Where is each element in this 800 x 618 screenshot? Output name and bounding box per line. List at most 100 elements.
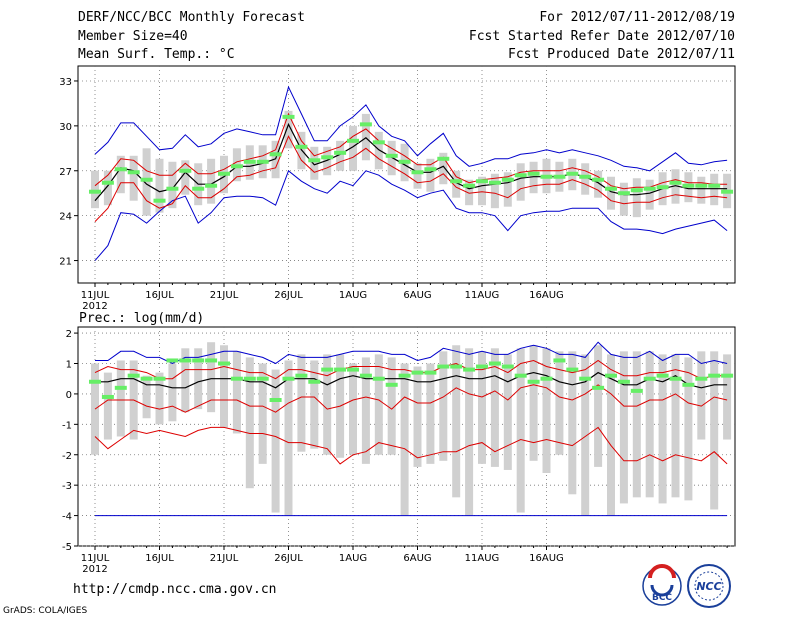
- ensemble-box: [271, 140, 280, 179]
- ensemble-box: [594, 170, 603, 198]
- ensemble-box: [284, 360, 293, 516]
- y-tick-label: 27: [59, 167, 72, 178]
- median-marker: [269, 398, 282, 402]
- ensemble-box: [478, 176, 486, 206]
- median-marker: [269, 152, 282, 157]
- y-tick-label: 21: [59, 257, 72, 268]
- median-marker: [282, 376, 295, 381]
- median-marker: [721, 373, 734, 378]
- lower-percentile-line: [94, 384, 728, 413]
- source-url[interactable]: http://cmdp.ncc.cma.gov.cn: [73, 582, 277, 597]
- median-marker: [256, 159, 269, 164]
- ensemble-box: [310, 146, 319, 180]
- ensemble-box: [684, 357, 693, 501]
- ensemble-box: [374, 354, 383, 455]
- lower-percentile-line: [94, 135, 728, 222]
- median-marker: [308, 379, 321, 384]
- median-marker: [385, 382, 398, 387]
- ensemble-box: [129, 155, 138, 201]
- median-marker: [450, 179, 463, 184]
- median-marker: [605, 373, 617, 378]
- temperature-panel: 21 24 27 30 33 11JUL 16JUL 21JUL 26JUL 1AUG 6AUG 11…: [59, 65, 736, 312]
- x-tick-label: 1AUG: [339, 290, 367, 301]
- ensemble-box: [116, 155, 125, 194]
- ensemble-box: [168, 161, 177, 209]
- ensemble-box: [271, 369, 280, 513]
- median-marker: [372, 376, 385, 381]
- median-marker: [140, 376, 153, 381]
- ensemble-box: [207, 342, 216, 413]
- ensemble-box: [516, 348, 525, 513]
- ensemble-box: [645, 179, 654, 210]
- x-tick-label: 26JUL: [274, 290, 303, 301]
- y-tick-label: 2: [66, 329, 72, 340]
- produced-date: Fcst Produced Date 2012/07/11: [508, 47, 735, 62]
- median-marker: [592, 177, 605, 182]
- median-marker: [669, 180, 682, 185]
- median-marker: [282, 114, 295, 119]
- median-marker: [179, 358, 192, 363]
- median-marker: [230, 164, 243, 169]
- ncc-logo: NCC: [687, 564, 731, 608]
- ensemble-box: [413, 163, 422, 189]
- ensemble-box: [568, 351, 577, 495]
- median-marker: [308, 158, 321, 163]
- ensemble-box: [452, 345, 461, 498]
- median-marker: [463, 367, 476, 372]
- median-marker: [347, 138, 359, 143]
- bcc-logo: BCC: [642, 564, 682, 606]
- median-marker: [218, 171, 230, 176]
- median-marker: [256, 376, 269, 381]
- ensemble-box: [632, 351, 641, 498]
- grads-credit: GrADS: COLA/IGES: [3, 606, 88, 616]
- median-marker: [656, 185, 669, 190]
- median-marker: [488, 180, 501, 185]
- ensemble-box: [619, 182, 628, 216]
- median-marker: [372, 140, 385, 145]
- median-marker: [334, 367, 347, 372]
- median-marker: [437, 156, 450, 161]
- median-marker: [695, 376, 708, 381]
- ensemble-box: [671, 169, 680, 204]
- median-marker: [243, 159, 256, 164]
- median-marker: [514, 373, 527, 378]
- precipitation-panel: -5 -4 -3 -2 -1 0 1 2 11JUL 16JUL 21JUL 26JUL 1AUG 6AU…: [62, 326, 736, 575]
- median-marker: [89, 189, 101, 194]
- ensemble-box: [452, 170, 461, 198]
- ensemble-box: [400, 363, 409, 516]
- ensemble-box: [194, 348, 203, 410]
- median-marker: [101, 394, 114, 399]
- ensemble-box: [181, 348, 190, 413]
- median-marker: [89, 379, 101, 384]
- median-marker: [153, 376, 166, 381]
- ensemble-box: [116, 360, 125, 437]
- ensemble-box: [594, 345, 603, 467]
- median-marker: [114, 385, 127, 390]
- median-marker: [540, 376, 553, 381]
- ensemble-box: [503, 354, 512, 470]
- median-marker: [398, 159, 411, 164]
- ensemble-box: [142, 375, 151, 419]
- median-marker: [476, 364, 488, 369]
- x-tick-label: 6AUG: [403, 290, 431, 301]
- ensemble-box: [361, 357, 370, 464]
- ensemble-box: [258, 363, 267, 464]
- median-marker: [488, 361, 501, 366]
- x-year-label: 2012: [82, 564, 107, 575]
- ensemble-box: [516, 163, 525, 201]
- median-marker: [398, 373, 411, 378]
- median-marker: [617, 379, 630, 384]
- median-marker: [424, 167, 437, 172]
- x-tick-label: 6AUG: [403, 553, 431, 564]
- median-marker: [411, 170, 424, 175]
- median-marker: [682, 183, 695, 188]
- y-tick-label: -2: [62, 451, 72, 462]
- median-marker: [527, 171, 540, 176]
- median-marker: [617, 191, 630, 196]
- y-tick-label: -3: [62, 481, 72, 492]
- y-tick-label: -5: [62, 542, 72, 553]
- ensemble-box: [336, 140, 345, 171]
- median-marker: [605, 186, 617, 191]
- y-tick-label: 1: [66, 360, 72, 371]
- ensemble-box: [349, 125, 357, 171]
